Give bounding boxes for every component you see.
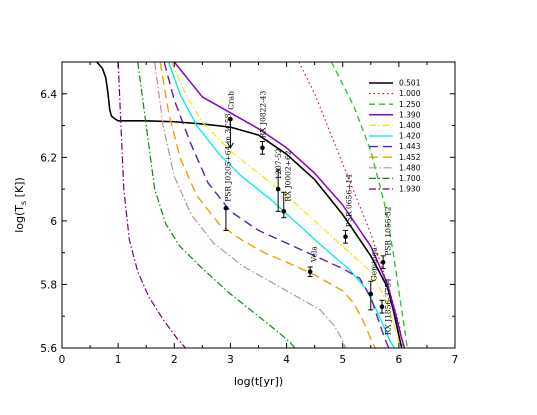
- series-line-1.420: [168, 62, 395, 348]
- x-tick-label: 2: [171, 354, 178, 366]
- observation-point: [380, 255, 386, 270]
- series-line-1.000: [298, 62, 404, 348]
- x-tick-label: 1: [115, 354, 122, 366]
- data-point: [223, 205, 229, 211]
- observation-point: [227, 116, 234, 149]
- legend-label: 1.250: [399, 100, 421, 109]
- data-point: [368, 291, 374, 297]
- legend-label: 1.443: [399, 142, 421, 151]
- observation-point: [379, 299, 385, 314]
- x-tick-label: 7: [452, 354, 459, 366]
- data-point: [379, 304, 385, 309]
- data-point: [228, 116, 233, 122]
- legend-label: 1.390: [399, 110, 421, 119]
- x-axis-label: log(t[yr]): [234, 375, 283, 388]
- x-tick-label: 4: [283, 354, 290, 366]
- source-label: Vela: [310, 246, 319, 264]
- legend-label: 1.480: [399, 163, 421, 172]
- observation-point: [259, 140, 265, 155]
- series-line-1.452: [159, 62, 376, 348]
- series-line-1.700: [137, 62, 296, 348]
- x-tick-label: 0: [59, 354, 66, 366]
- observation-point: [281, 191, 287, 219]
- source-label: RX J1856-3754: [384, 278, 393, 335]
- legend-label: 1.930: [399, 185, 421, 194]
- x-tick-label: 6: [396, 354, 403, 366]
- data-point: [281, 209, 287, 214]
- y-axis-label: log(Ts [K]): [13, 177, 28, 233]
- source-label: PSR 0656+14: [344, 174, 353, 227]
- legend-label: 1.452: [399, 153, 421, 162]
- source-label: PSR J0205+64 in 3C58: [224, 113, 233, 201]
- legend-label: 1.420: [399, 132, 421, 141]
- data-point: [275, 186, 281, 192]
- series-line-1.250: [330, 62, 408, 348]
- source-label: 1207-52: [274, 148, 283, 179]
- source-label: Crab: [226, 91, 235, 110]
- data-point: [307, 269, 313, 275]
- legend-label: 1.000: [399, 89, 421, 98]
- legend-label: 1.700: [399, 174, 421, 183]
- observation-point: [368, 280, 374, 311]
- y-tick-label: 5.6: [40, 343, 57, 355]
- y-tick-label: 6.2: [40, 152, 57, 164]
- observation-point: [307, 266, 313, 277]
- x-tick-label: 5: [339, 354, 346, 366]
- data-point: [260, 145, 265, 151]
- observation-point: [223, 205, 229, 231]
- y-tick-label: 6: [50, 216, 57, 228]
- series-line-1.400: [170, 62, 402, 348]
- series-line-1.443: [163, 62, 390, 348]
- x-tick-label: 3: [227, 354, 234, 366]
- data-point: [380, 259, 386, 265]
- observation-point: [343, 229, 349, 244]
- series-line-1.930: [117, 62, 186, 348]
- series-line-1.390: [173, 62, 406, 348]
- legend-label: 0.501: [399, 79, 421, 88]
- data-point: [343, 234, 348, 240]
- source-label: Geminga: [370, 247, 379, 282]
- upper-limit-arrow: [227, 142, 234, 149]
- observation-point: [275, 169, 281, 212]
- source-label: RX J0002+62: [284, 150, 293, 202]
- source-label: PSR 1055-52: [384, 206, 393, 256]
- series-line-1.480: [154, 62, 347, 348]
- y-tick-label: 5.8: [40, 279, 57, 291]
- legend-label: 1.400: [399, 121, 421, 130]
- series-line-0.501: [96, 62, 403, 348]
- source-label: RX J0822-43: [258, 91, 267, 139]
- y-tick-label: 6.4: [40, 89, 57, 101]
